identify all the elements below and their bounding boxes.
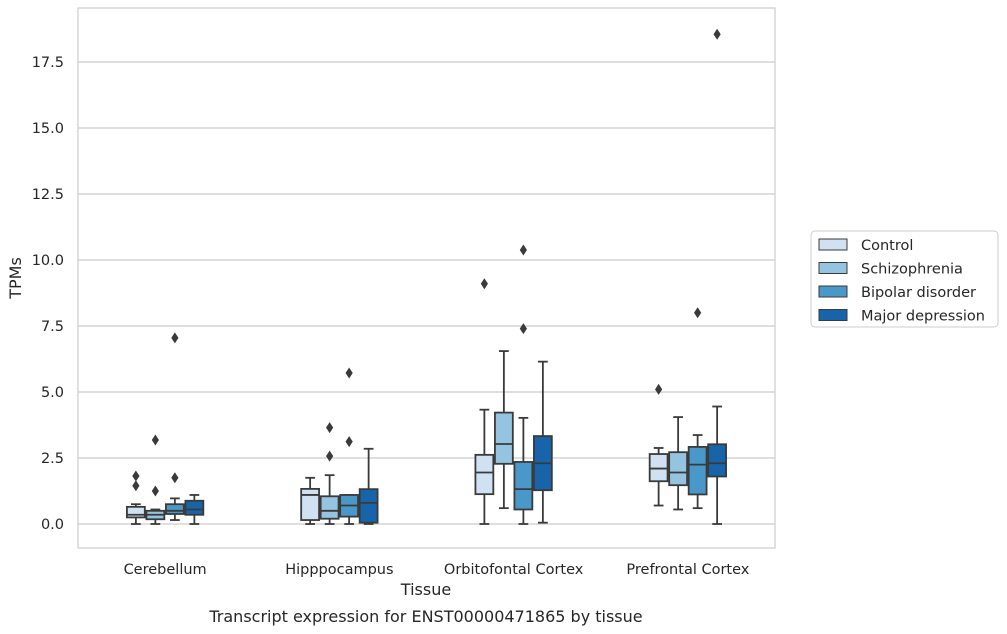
box-body bbox=[126, 505, 146, 519]
legend-swatch bbox=[818, 309, 848, 321]
box-major-depression-orbitofontal-cortex bbox=[533, 360, 553, 524]
box-body bbox=[358, 488, 379, 524]
box-bipolar-disorder-orbitofontal-cortex bbox=[513, 244, 534, 525]
outlier-point bbox=[326, 422, 334, 434]
x-axis-label: Tissue bbox=[400, 580, 451, 599]
x-tick-label: Prefrontal Cortex bbox=[626, 562, 749, 578]
y-tick-label: 2.5 bbox=[41, 451, 64, 467]
outlier-point bbox=[151, 485, 159, 497]
box-body bbox=[668, 451, 688, 487]
legend-label: Control bbox=[861, 238, 913, 254]
plot-frame bbox=[77, 7, 776, 549]
y-tick-label: 7.5 bbox=[41, 319, 64, 335]
legend-label: Major depression bbox=[861, 309, 985, 325]
box-control-hipppocampus bbox=[300, 476, 320, 525]
box-body bbox=[474, 453, 495, 496]
outlier-point bbox=[171, 332, 179, 344]
y-tick-label: 0.0 bbox=[41, 517, 64, 533]
box-schizophrenia-cerebellum bbox=[145, 434, 166, 525]
outlier-point bbox=[655, 383, 663, 395]
y-tick-label: 10.0 bbox=[32, 253, 64, 269]
legend-swatch bbox=[818, 238, 848, 251]
box-bipolar-disorder-cerebellum bbox=[165, 332, 185, 521]
figure-caption: Transcript expression for ENST0000047186… bbox=[208, 607, 642, 626]
outlier-point bbox=[519, 323, 527, 335]
box-major-depression-prefrontal-cortex bbox=[707, 28, 727, 525]
box-control-orbitofontal-cortex bbox=[474, 278, 495, 525]
outlier-point bbox=[132, 480, 140, 492]
legend-label: Schizophrenia bbox=[861, 262, 963, 278]
box-body bbox=[184, 499, 205, 516]
box-bipolar-disorder-hipppocampus bbox=[339, 367, 359, 525]
box-schizophrenia-hipppocampus bbox=[319, 422, 340, 525]
outlier-point bbox=[345, 436, 353, 448]
y-tick-label: 12.5 bbox=[32, 187, 64, 203]
legend-swatch bbox=[818, 262, 848, 274]
outlier-point bbox=[151, 434, 159, 446]
outlier-point bbox=[171, 472, 179, 484]
box-schizophrenia-prefrontal-cortex bbox=[668, 416, 688, 511]
legend: Control Schizophrenia Bipolar disorder Majo… bbox=[810, 230, 999, 328]
box-body bbox=[319, 495, 340, 520]
box-control-cerebellum bbox=[126, 470, 146, 525]
x-tick-label: Orbitofontal Cortex bbox=[444, 562, 584, 578]
legend-box bbox=[810, 230, 999, 328]
legend-swatch bbox=[818, 285, 848, 298]
box-schizophrenia-orbitofontal-cortex bbox=[494, 350, 514, 510]
y-axis-ticks: 0.0 2.5 5.0 7.5 10.0 12.5 15.0 17.5 bbox=[32, 55, 64, 533]
box-body bbox=[300, 487, 320, 521]
box-bipolar-disorder-prefrontal-cortex bbox=[687, 307, 708, 510]
y-tick-label: 17.5 bbox=[32, 55, 64, 71]
box-body bbox=[513, 461, 534, 511]
outlier-point bbox=[326, 450, 334, 462]
box-control-prefrontal-cortex bbox=[648, 383, 669, 507]
box-groups bbox=[126, 28, 727, 525]
outlier-point bbox=[519, 244, 527, 256]
x-tick-label: Hipppocampus bbox=[285, 562, 393, 578]
legend-label: Bipolar disorder bbox=[861, 285, 976, 301]
box-body bbox=[648, 453, 669, 483]
outlier-point bbox=[132, 470, 140, 482]
box-body bbox=[687, 446, 708, 496]
box-major-depression-hipppocampus bbox=[358, 447, 379, 525]
y-tick-label: 5.0 bbox=[41, 385, 64, 401]
box-body bbox=[165, 503, 185, 515]
y-tick-label: 15.0 bbox=[32, 121, 64, 137]
outlier-point bbox=[713, 28, 721, 40]
y-axis-label: TPMs bbox=[6, 257, 25, 300]
x-axis-ticks: Cerebellum Hipppocampus Orbitofontal Corte… bbox=[124, 562, 750, 578]
x-tick-label: Cerebellum bbox=[124, 562, 207, 578]
outlier-point bbox=[345, 367, 353, 379]
box-major-depression-cerebellum bbox=[184, 494, 205, 525]
box-body bbox=[494, 411, 514, 465]
outlier-point bbox=[480, 278, 488, 290]
outlier-point bbox=[694, 307, 702, 319]
box-body bbox=[707, 443, 727, 478]
